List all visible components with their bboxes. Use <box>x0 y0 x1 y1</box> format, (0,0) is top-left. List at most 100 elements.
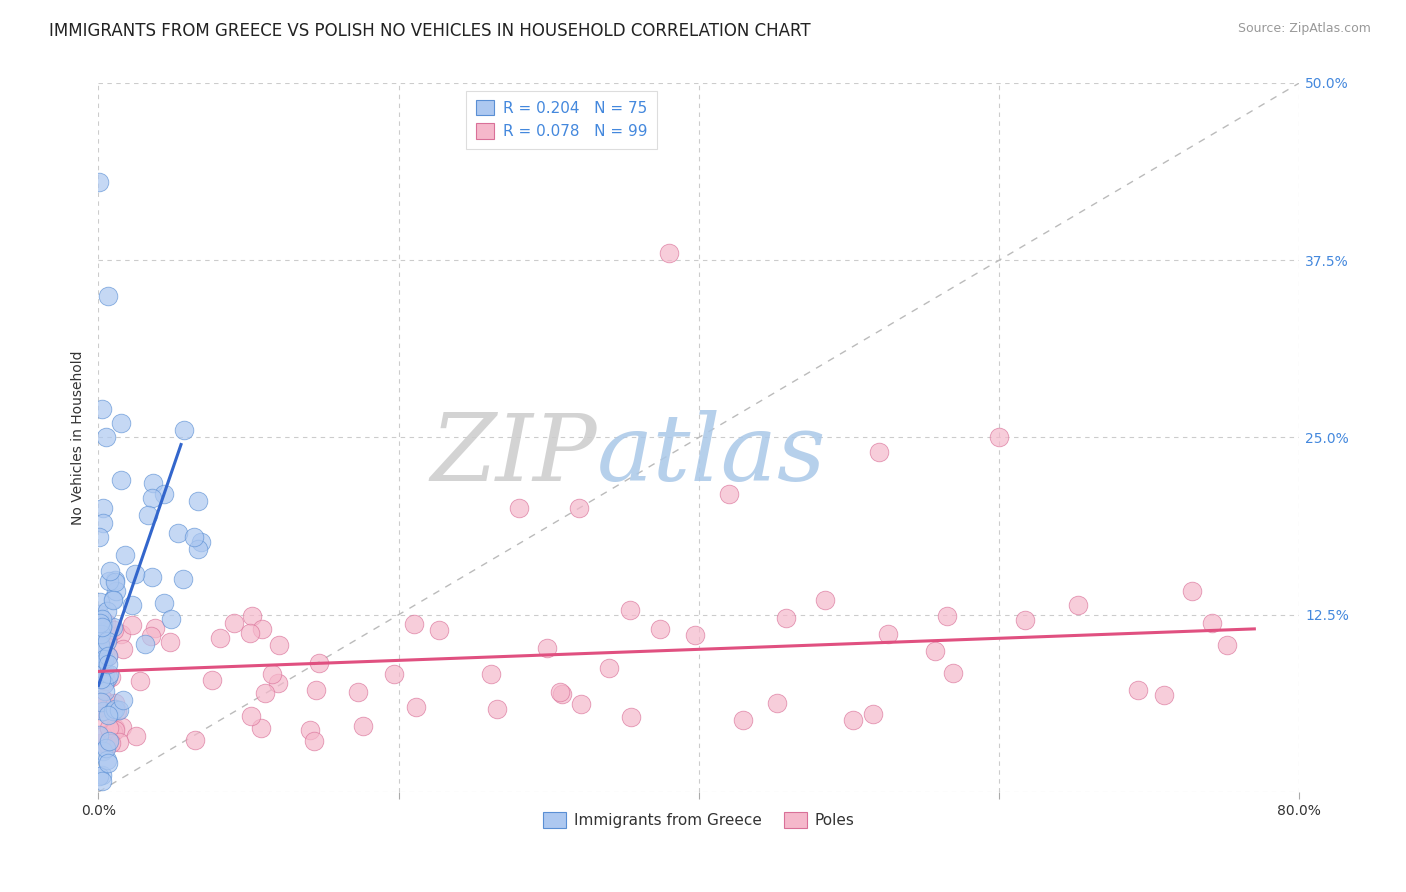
Point <box>96 430 118 444</box>
Point <box>93 618 115 632</box>
Point <box>96 737 118 751</box>
Point <box>121 618 143 632</box>
Point <box>97 648 120 663</box>
Point <box>89 711 111 725</box>
Point <box>658 246 681 260</box>
Point <box>731 713 754 727</box>
Point <box>97 722 120 736</box>
Point <box>141 491 163 506</box>
Point <box>160 612 183 626</box>
Point <box>91 612 114 626</box>
Point <box>114 548 136 562</box>
Point <box>1067 599 1090 613</box>
Point <box>91 646 114 660</box>
Point <box>128 673 150 688</box>
Point <box>108 703 131 717</box>
Point <box>141 570 163 584</box>
Point <box>94 648 117 663</box>
Point <box>775 611 797 625</box>
Point <box>96 288 118 302</box>
Point <box>1181 584 1204 599</box>
Point <box>936 609 959 624</box>
Point <box>96 753 118 767</box>
Point <box>90 695 112 709</box>
Point <box>97 648 120 663</box>
Point <box>91 516 114 530</box>
Point <box>548 684 571 698</box>
Point <box>103 623 125 637</box>
Point <box>105 584 128 599</box>
Text: atlas: atlas <box>596 410 827 500</box>
Point <box>240 609 263 624</box>
Point <box>134 637 156 651</box>
Text: IMMIGRANTS FROM GREECE VS POLISH NO VEHICLES IN HOUSEHOLD CORRELATION CHART: IMMIGRANTS FROM GREECE VS POLISH NO VEHI… <box>49 22 811 40</box>
Point <box>89 699 111 714</box>
Point <box>90 402 112 417</box>
Point <box>101 620 124 634</box>
Point <box>153 597 176 611</box>
Point <box>153 487 176 501</box>
Point <box>100 736 122 750</box>
Point <box>862 706 884 721</box>
Point <box>89 607 111 621</box>
Point <box>93 677 115 691</box>
Point <box>89 700 111 714</box>
Point <box>104 722 127 736</box>
Point <box>91 657 114 671</box>
Point <box>183 530 205 544</box>
Point <box>304 683 326 698</box>
Point <box>89 637 111 651</box>
Point <box>89 175 111 189</box>
Point <box>97 734 120 748</box>
Point <box>988 430 1011 444</box>
Point <box>89 626 111 640</box>
Point <box>91 617 114 632</box>
Point <box>112 692 135 706</box>
Point <box>101 593 124 607</box>
Point <box>107 735 129 749</box>
Point <box>201 673 224 688</box>
Point <box>302 733 325 747</box>
Point <box>868 444 890 458</box>
Point <box>89 639 111 653</box>
Point <box>89 530 111 544</box>
Point <box>96 695 118 709</box>
Point <box>91 696 114 710</box>
Point <box>1126 683 1149 698</box>
Point <box>942 666 965 681</box>
Point <box>253 686 276 700</box>
Point <box>924 644 946 658</box>
Point <box>97 574 120 588</box>
Point <box>90 624 112 638</box>
Point <box>89 769 111 783</box>
Point <box>239 709 262 723</box>
Point <box>89 615 111 630</box>
Point <box>187 541 209 556</box>
Point <box>111 642 134 657</box>
Point <box>101 591 124 606</box>
Point <box>619 603 641 617</box>
Point <box>222 616 245 631</box>
Point <box>266 675 288 690</box>
Point <box>97 708 120 723</box>
Point <box>91 620 114 634</box>
Point <box>136 508 159 523</box>
Legend: Immigrants from Greece, Poles: Immigrants from Greece, Poles <box>537 805 860 834</box>
Point <box>1153 688 1175 702</box>
Point <box>124 566 146 581</box>
Point <box>142 475 165 490</box>
Point <box>90 690 112 705</box>
Point <box>486 702 509 716</box>
Point <box>90 736 112 750</box>
Point <box>89 700 111 714</box>
Point <box>405 700 427 714</box>
Point <box>159 634 181 648</box>
Point <box>91 704 114 718</box>
Point <box>814 593 837 607</box>
Text: ZIP: ZIP <box>430 410 596 500</box>
Point <box>717 487 740 501</box>
Point <box>208 632 231 646</box>
Point <box>101 724 124 739</box>
Point <box>347 685 370 699</box>
Point <box>298 723 321 737</box>
